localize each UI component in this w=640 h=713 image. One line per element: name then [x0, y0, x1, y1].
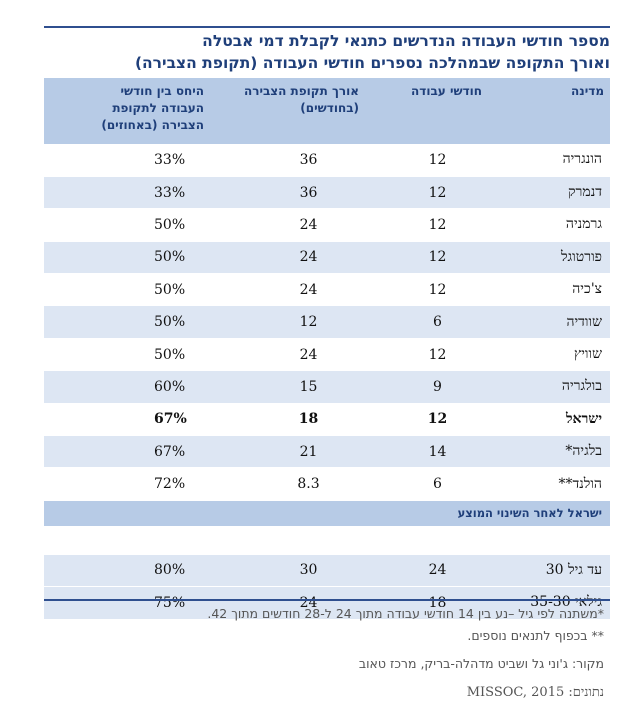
cell-period: 18: [210, 403, 365, 437]
table-title-line1: מספר חודשי העבודה הנדרשים כתנאי לקבלת דמ…: [202, 32, 610, 50]
cell-country: בלגיה*: [488, 435, 610, 469]
cell-country: צ'כיה: [488, 273, 610, 307]
bottom-rule: [44, 599, 610, 601]
data-note: נתונים: MISSOC, 2015: [466, 685, 604, 700]
cell-period: 36: [210, 176, 365, 210]
table-row: בלגיה* 14 21 67%: [44, 435, 610, 469]
source-note: מקור: ג'וני גל ושביט מדהלה-בריק, מרכז טא…: [358, 656, 604, 671]
section-label: ישראל לאחר השינוי המוצע: [44, 500, 610, 527]
cell-ratio: 80%: [44, 554, 210, 588]
table-row: הונגריה 12 36 33%: [44, 144, 610, 177]
cell-ratio: 60%: [44, 370, 210, 404]
cell-ratio: 33%: [44, 176, 210, 210]
header-country: מדינה: [488, 78, 610, 144]
cell-ratio: 33%: [44, 144, 210, 177]
table-row-proposed: גילאי 35-30 18 24 75%: [44, 586, 610, 620]
cell-country: גרמניה: [488, 208, 610, 242]
cell-months: 12: [365, 208, 488, 242]
top-rule: [44, 26, 610, 28]
cell-ratio: 72%: [44, 467, 210, 501]
table-row: שוודיה 6 12 50%: [44, 305, 610, 339]
cell-period: 30: [210, 554, 365, 588]
cell-period: 24: [210, 586, 365, 620]
table-row: גרמניה 12 24 50%: [44, 208, 610, 242]
cell-period: 12: [210, 305, 365, 339]
cell-months: 12: [365, 338, 488, 372]
cell-period: 21: [210, 435, 365, 469]
cell-country: בולגריה: [488, 370, 610, 404]
cell-country: הולנד**: [488, 467, 610, 501]
cell-country: שוויץ: [488, 338, 610, 372]
cell-months: 12: [365, 176, 488, 210]
table-row-proposed: עד גיל 30 24 30 80%: [44, 554, 610, 588]
cell-country: שוודיה: [488, 305, 610, 339]
cell-country: עד גיל 30: [488, 554, 610, 588]
cell-country: פורטוגל: [488, 241, 610, 275]
cell-country: ישראל: [488, 403, 610, 437]
cell-period: 8.3: [210, 467, 365, 501]
cell-ratio: 50%: [44, 241, 210, 275]
cell-months: 12: [365, 403, 488, 437]
cell-months: 12: [365, 273, 488, 307]
cell-months: 6: [365, 467, 488, 501]
cell-months: 9: [365, 370, 488, 404]
cell-period: 24: [210, 241, 365, 275]
spacer-row: [44, 526, 610, 555]
cell-months: 6: [365, 305, 488, 339]
table-row: דנמרק 12 36 33%: [44, 176, 610, 210]
cell-ratio: 50%: [44, 338, 210, 372]
cell-country: גילאי 35-30: [488, 586, 610, 620]
cell-ratio: 67%: [44, 435, 210, 469]
cell-period: 24: [210, 338, 365, 372]
cell-period: 24: [210, 208, 365, 242]
cell-country: הונגריה: [488, 144, 610, 177]
cell-ratio: 50%: [44, 273, 210, 307]
table-row: שוויץ 12 24 50%: [44, 338, 610, 372]
footnote-age: *משתנה לפי גיל –נע בין 14 חודשי עבודה מת…: [207, 606, 604, 621]
section-header-row: ישראל לאחר השינוי המוצע: [44, 500, 610, 527]
cell-months: 18: [365, 586, 488, 620]
unemployment-table: מדינה חודשי עבודה אורך תקופת הצבירה (בחו…: [44, 78, 610, 620]
cell-months: 12: [365, 241, 488, 275]
spacer-cell: [44, 526, 610, 555]
table-title-line2: ואורך התקופה שבמהלכה נספרים חודשי העבודה…: [134, 54, 610, 72]
table-row: הולנד** 6 8.3 72%: [44, 467, 610, 501]
table-row: צ'כיה 12 24 50%: [44, 273, 610, 307]
cell-period: 24: [210, 273, 365, 307]
cell-months: 24: [365, 554, 488, 588]
table-header-row: מדינה חודשי עבודה אורך תקופת הצבירה (בחו…: [44, 78, 610, 144]
cell-ratio: 67%: [44, 403, 210, 437]
cell-country: דנמרק: [488, 176, 610, 210]
footnote-conditions: ** בכפוף לתנאים נוספים.: [467, 628, 604, 643]
cell-ratio: 50%: [44, 305, 210, 339]
cell-months: 14: [365, 435, 488, 469]
header-ratio: היחס בין חודשי העבודה לתקופת הצבירה (באח…: [44, 78, 210, 144]
table-row-israel: ישראל 12 18 67%: [44, 403, 610, 437]
table-row: פורטוגל 12 24 50%: [44, 241, 610, 275]
cell-ratio: 75%: [44, 586, 210, 620]
header-period: אורך תקופת הצבירה (בחודשים): [210, 78, 365, 144]
cell-period: 36: [210, 144, 365, 177]
header-months: חודשי עבודה: [365, 78, 488, 144]
cell-period: 15: [210, 370, 365, 404]
table-row: בולגריה 9 15 60%: [44, 370, 610, 404]
cell-months: 12: [365, 144, 488, 177]
cell-ratio: 50%: [44, 208, 210, 242]
